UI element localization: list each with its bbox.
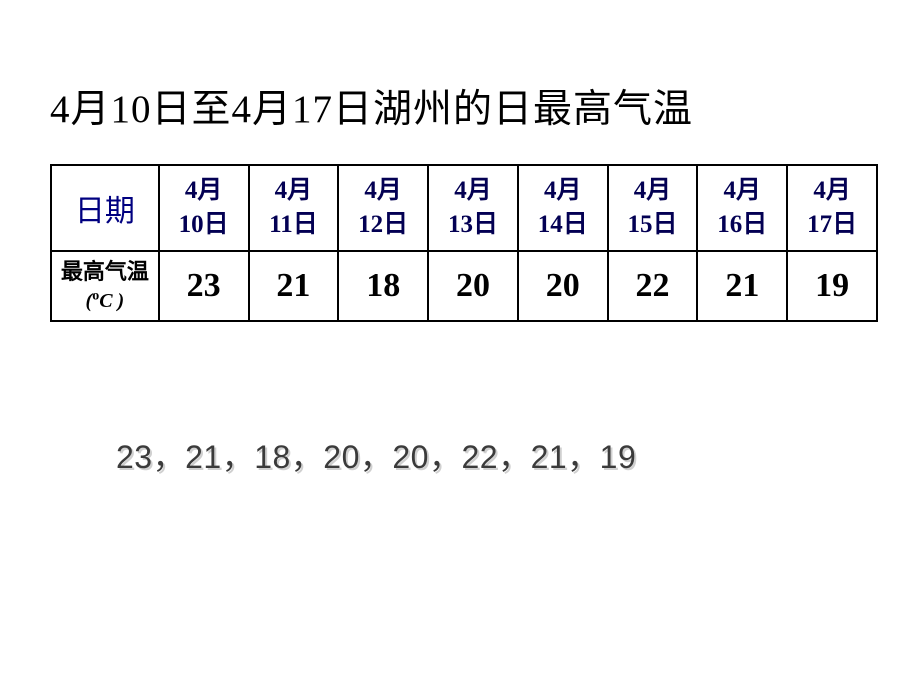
date-day: 10日 xyxy=(179,211,229,238)
value-col-2: 18 xyxy=(338,251,428,321)
date-month: 4月 xyxy=(544,177,582,204)
date-month: 4月 xyxy=(634,177,672,204)
date-month: 4月 xyxy=(185,177,223,204)
value-col-1: 21 xyxy=(249,251,339,321)
date-header-label: 日期 xyxy=(51,165,159,251)
date-col-5: 4月15日 xyxy=(608,165,698,251)
value-row-label: 最高气温 (oC ) xyxy=(51,251,159,321)
date-day: 16日 xyxy=(717,211,767,238)
date-col-7: 4月17日 xyxy=(787,165,877,251)
date-month: 4月 xyxy=(724,177,762,204)
temperature-table: 日期 4月10日 4月11日 4月12日 4月13日 4月14日 4月15日 4… xyxy=(50,164,878,322)
value-col-0: 23 xyxy=(159,251,249,321)
date-month: 4月 xyxy=(813,177,851,204)
date-col-3: 4月13日 xyxy=(428,165,518,251)
date-col-2: 4月12日 xyxy=(338,165,428,251)
date-month: 4月 xyxy=(454,177,492,204)
table-header-row: 日期 4月10日 4月11日 4月12日 4月13日 4月14日 4月15日 4… xyxy=(51,165,877,251)
date-col-6: 4月16日 xyxy=(697,165,787,251)
value-col-7: 19 xyxy=(787,251,877,321)
date-day: 17日 xyxy=(807,211,857,238)
unit-label: (oC ) xyxy=(86,290,125,312)
date-day: 15日 xyxy=(628,211,678,238)
row-label-text: 最高气温 xyxy=(61,259,149,284)
unit-close: ) xyxy=(118,290,125,312)
value-col-3: 20 xyxy=(428,251,518,321)
date-col-1: 4月11日 xyxy=(249,165,339,251)
date-col-4: 4月14日 xyxy=(518,165,608,251)
value-col-5: 22 xyxy=(608,251,698,321)
date-day: 14日 xyxy=(538,211,588,238)
date-day: 11日 xyxy=(269,211,318,238)
date-day: 12日 xyxy=(358,211,408,238)
date-month: 4月 xyxy=(275,177,313,204)
date-col-0: 4月10日 xyxy=(159,165,249,251)
date-month: 4月 xyxy=(364,177,402,204)
value-col-6: 21 xyxy=(697,251,787,321)
value-col-4: 20 xyxy=(518,251,608,321)
unit-c: C xyxy=(99,290,112,312)
page-title: 4月10日至4月17日湖州的日最高气温 xyxy=(50,78,693,134)
table-value-row: 最高气温 (oC ) 23 21 18 20 20 22 21 19 xyxy=(51,251,877,321)
date-day: 13日 xyxy=(448,211,498,238)
value-sequence: 23，21，18，20，20，22，21，19 xyxy=(116,432,636,478)
